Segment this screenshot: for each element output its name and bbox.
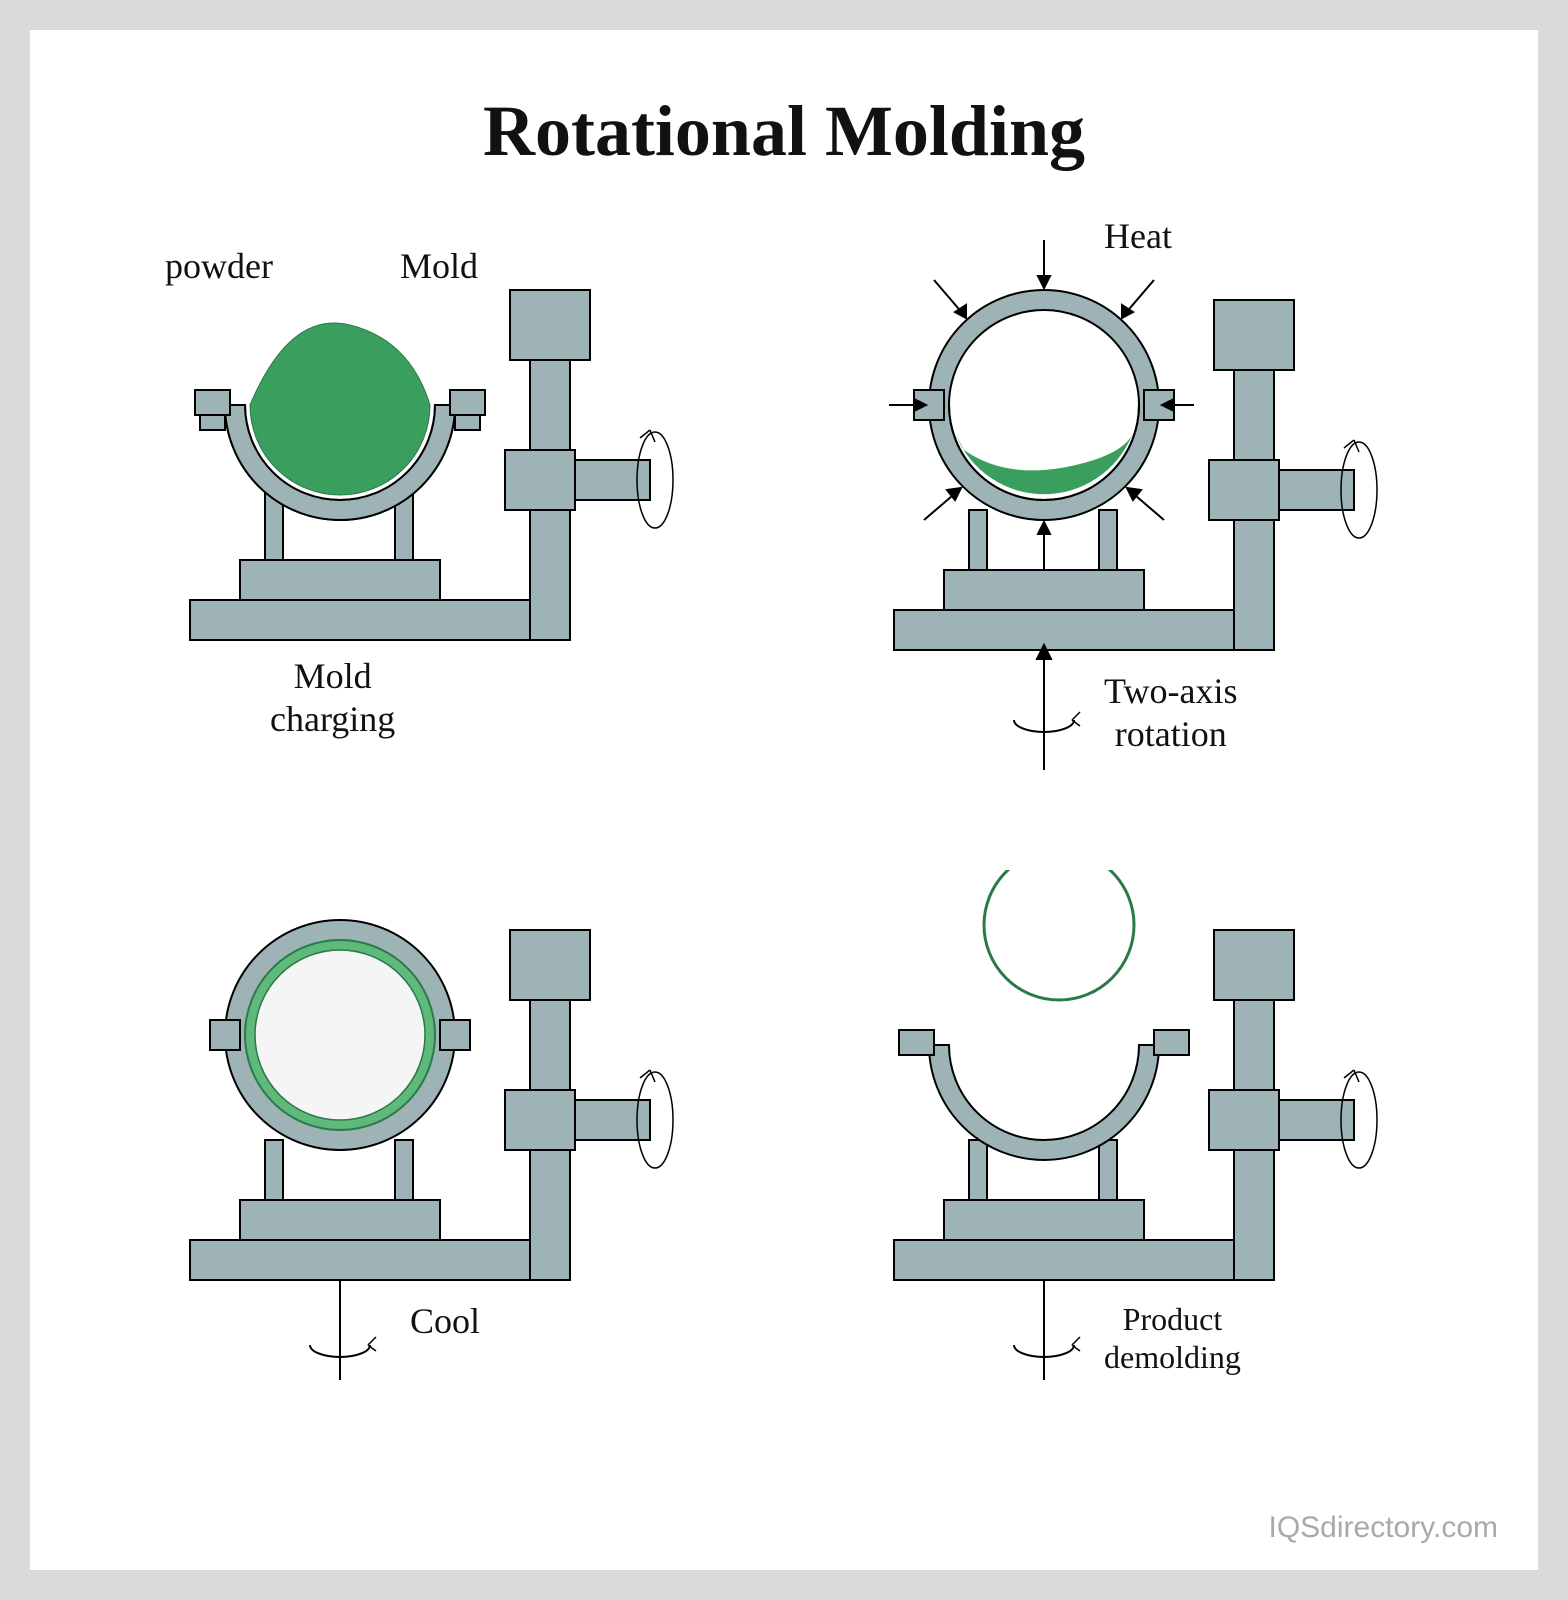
label-mold: Mold — [400, 245, 478, 288]
panel-cool: Cool — [110, 870, 754, 1470]
panel3-svg — [110, 870, 750, 1450]
panel-heat-rotation: Heat Two-axis rotation — [814, 230, 1458, 830]
panel-grid: powder Mold Mold charging — [110, 230, 1458, 1470]
label-cool: Cool — [410, 1300, 480, 1343]
label-mold-charging: Mold charging — [270, 655, 395, 741]
axis-rotation-icon — [1014, 1280, 1080, 1380]
label-demolding: Product demolding — [1104, 1300, 1241, 1377]
panel-mold-charging: powder Mold Mold charging — [110, 230, 754, 830]
outer-frame: Rotational Molding — [0, 0, 1568, 1600]
hollow-product — [984, 870, 1134, 1000]
label-powder: powder — [165, 245, 273, 288]
axis-rotation-icon — [1014, 645, 1080, 770]
powder-pile — [250, 323, 430, 495]
diagram-panel: Rotational Molding — [30, 30, 1538, 1570]
label-two-axis: Two-axis rotation — [1104, 670, 1237, 756]
panel-demolding: Product demolding — [814, 870, 1458, 1470]
label-heat: Heat — [1104, 215, 1172, 258]
watermark: IQSdirectory.com — [1269, 1511, 1499, 1545]
axis-rotation-icon — [310, 1280, 376, 1380]
title: Rotational Molding — [30, 90, 1538, 173]
panel1-svg — [110, 230, 750, 790]
